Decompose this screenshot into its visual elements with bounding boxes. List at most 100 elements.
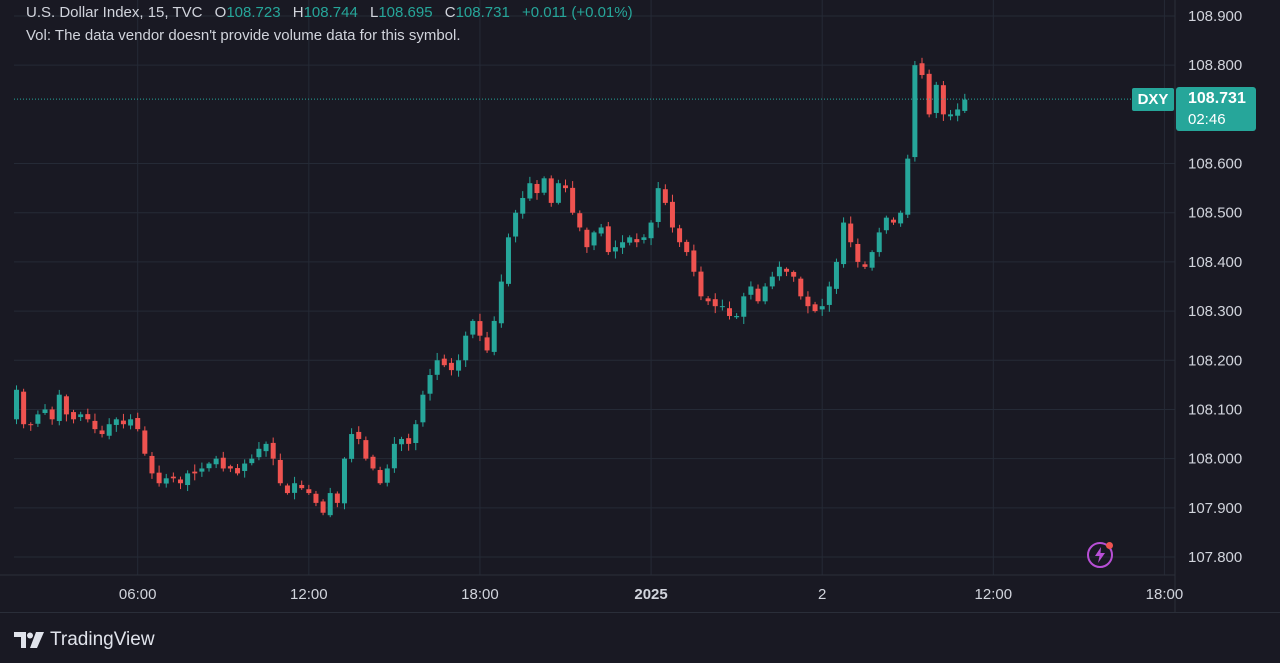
- candle: [962, 93, 968, 113]
- candle-body: [313, 493, 319, 503]
- candle: [620, 235, 626, 254]
- candle-body: [484, 337, 490, 351]
- candle-body: [841, 222, 847, 265]
- candle-body: [769, 276, 775, 287]
- candle-body: [577, 213, 583, 228]
- candle-body: [791, 271, 797, 277]
- candle-body: [940, 85, 946, 115]
- candle-body: [327, 493, 333, 516]
- candle-body: [21, 391, 27, 425]
- candle-body: [341, 458, 347, 504]
- y-tick-label: 107.800: [1188, 549, 1242, 566]
- candle: [284, 483, 290, 495]
- candle-body: [883, 217, 889, 231]
- candle-body: [263, 443, 269, 452]
- candle-body: [284, 485, 290, 494]
- candle-body: [505, 237, 511, 284]
- y-tick-label: 108.200: [1188, 352, 1242, 369]
- candle-body: [648, 222, 654, 239]
- candle: [470, 319, 476, 339]
- x-tick-label: 2025: [634, 586, 667, 603]
- candle-body: [292, 483, 298, 493]
- lightning-alert-icon[interactable]: [1086, 541, 1114, 569]
- candle: [334, 491, 340, 508]
- candle-body: [712, 299, 718, 307]
- y-tick-label: 108.300: [1188, 303, 1242, 320]
- chart-legend: U.S. Dollar Index, 15, TVC O108.723 H108…: [26, 4, 633, 22]
- candle-body: [92, 420, 98, 430]
- candle: [591, 230, 597, 251]
- candle-body: [677, 228, 683, 243]
- candle: [734, 313, 740, 320]
- candle-body: [741, 296, 747, 317]
- candle-body: [798, 278, 804, 297]
- candle-body: [448, 362, 454, 371]
- candle: [762, 283, 768, 305]
- brand-logo[interactable]: TradingView: [14, 629, 155, 651]
- candle-body: [306, 489, 312, 494]
- candle: [905, 154, 911, 219]
- candle-body: [334, 493, 340, 503]
- x-tick-label: 12:00: [975, 586, 1013, 603]
- candle-body: [527, 183, 533, 199]
- candle-body: [819, 306, 825, 310]
- candle-body: [56, 394, 62, 421]
- candle-body: [199, 468, 205, 472]
- candle: [948, 109, 954, 121]
- candle: [149, 452, 155, 479]
- candle-body: [876, 232, 882, 253]
- candle: [299, 480, 305, 490]
- candle: [199, 462, 205, 477]
- candle: [819, 298, 825, 316]
- candle-body: [277, 459, 283, 484]
- candle-body: [427, 375, 433, 394]
- candle-body: [669, 201, 675, 228]
- candle: [263, 441, 269, 457]
- candle-body: [833, 261, 839, 289]
- candle-body: [227, 466, 233, 469]
- candle: [249, 454, 255, 466]
- candle: [641, 234, 647, 244]
- candle-body: [862, 264, 868, 267]
- candle-body: [605, 226, 611, 253]
- y-tick-label: 108.800: [1188, 57, 1242, 74]
- symbol-description: U.S. Dollar Index, 15, TVC: [26, 4, 203, 21]
- candle: [520, 191, 526, 219]
- candle-body: [570, 187, 576, 213]
- candle-body: [170, 476, 176, 479]
- y-tick-label: 107.900: [1188, 500, 1242, 517]
- candle-body: [513, 212, 519, 237]
- high-value: 108.744: [303, 4, 358, 21]
- x-tick-label: 2: [818, 586, 826, 603]
- open-label: O: [214, 4, 227, 21]
- x-tick-label: 06:00: [119, 586, 157, 603]
- candle: [406, 433, 412, 451]
- candle: [876, 227, 882, 257]
- candle-body: [213, 458, 219, 465]
- candle: [35, 410, 41, 427]
- candle-body: [762, 286, 768, 302]
- candle: [42, 404, 48, 415]
- candle: [120, 413, 126, 429]
- candle: [605, 221, 611, 255]
- y-tick-label: 108.000: [1188, 451, 1242, 468]
- candle: [456, 354, 462, 377]
- candle-body: [242, 463, 248, 471]
- candle-body: [235, 468, 241, 474]
- candle: [898, 210, 904, 227]
- price-chart[interactable]: 108.900 108.800 108.600 108.500 108.400 108.3…: [0, 0, 1280, 612]
- candle-body: [563, 185, 569, 189]
- open-value: 108.723: [226, 4, 281, 21]
- candle: [812, 301, 818, 313]
- candle-body: [498, 281, 504, 324]
- candle-body: [370, 456, 376, 469]
- candle-body: [14, 389, 19, 420]
- candle: [441, 354, 447, 368]
- candle: [28, 422, 34, 431]
- candle: [242, 459, 248, 478]
- candle: [769, 271, 775, 290]
- candle: [320, 499, 326, 516]
- candle: [955, 103, 961, 122]
- candle-body: [541, 178, 547, 193]
- candle-body: [399, 438, 405, 445]
